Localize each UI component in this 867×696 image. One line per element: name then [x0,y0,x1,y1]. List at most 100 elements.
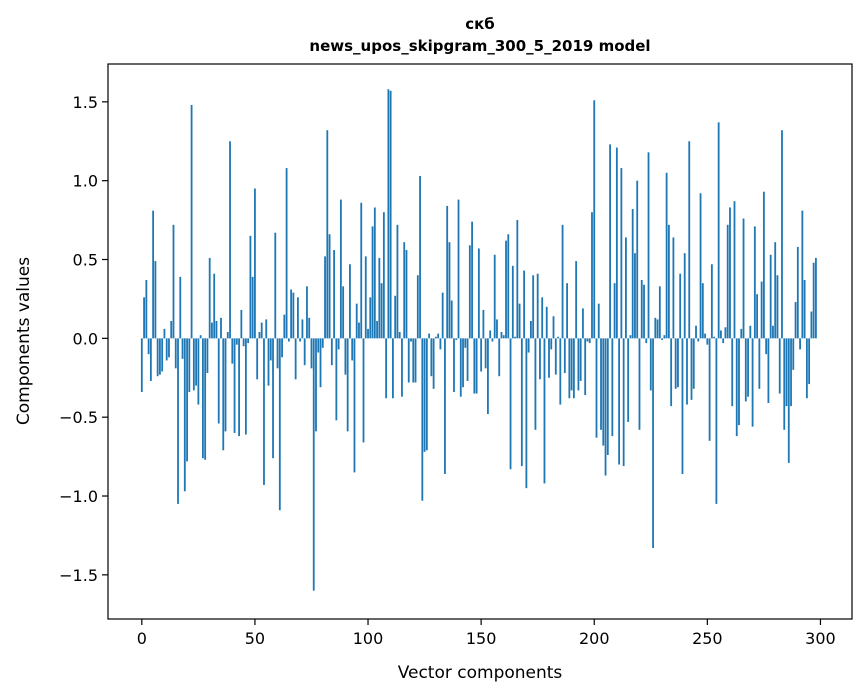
bar-67 [292,292,295,339]
bar-158 [498,338,501,377]
bar-260 [729,207,731,339]
bar-111 [392,338,394,399]
bar-149 [477,248,480,339]
bar-27 [201,338,204,459]
bar-243 [690,338,693,400]
bar-204 [602,338,605,446]
y-tick-label: −0.5 [59,408,98,427]
bar-75 [310,338,313,369]
x-tick-label: 50 [245,629,265,648]
bar-83 [328,234,331,339]
bar-122 [416,275,419,339]
bar-55 [265,319,268,339]
bar-167 [518,303,521,339]
bar-257 [722,338,725,344]
bar-262 [733,201,736,339]
bar-26 [199,335,202,339]
bar-64 [285,168,288,339]
bar-0 [140,338,143,392]
bar-69 [297,297,299,339]
bar-36 [222,338,225,451]
bar-90 [344,338,347,375]
bar-1 [143,297,145,339]
bar-123 [419,175,421,339]
bar-58 [272,338,274,459]
bar-21 [188,338,191,392]
bar-198 [588,338,591,344]
bar-series [140,89,817,591]
bar-251 [708,338,711,441]
bar-19 [183,338,186,492]
bar-33 [215,321,218,339]
bar-4 [149,338,152,381]
bar-35 [220,317,222,339]
bar-100 [367,328,369,339]
bar-99 [364,256,367,339]
y-tick-label: 1.5 [73,93,98,112]
bar-145 [468,245,471,339]
bar-11 [165,338,168,361]
bar-150 [480,338,483,372]
bar-213 [622,338,625,467]
bar-292 [801,210,804,339]
bar-277 [767,338,770,403]
bar-168 [520,338,523,467]
bar-297 [812,262,815,339]
bar-105 [378,257,381,339]
bar-63 [283,314,286,339]
bar-187 [563,338,566,374]
bar-283 [781,130,783,339]
bar-281 [776,275,779,339]
bar-258 [724,327,727,339]
bar-34 [217,338,220,424]
bar-89 [342,286,345,339]
bar-284 [783,338,786,430]
bar-135 [446,205,449,339]
bar-160 [502,335,505,339]
bar-278 [769,254,772,339]
bar-220 [638,338,641,430]
bar-170 [525,338,528,489]
bar-276 [765,338,768,355]
bar-250 [706,338,709,345]
bar-193 [577,338,580,391]
bar-117 [405,250,408,339]
bar-182 [552,316,555,339]
bar-154 [489,330,492,339]
bar-230 [661,338,663,340]
bar-186 [561,224,564,339]
bar-181 [550,338,553,350]
bar-202 [597,303,600,339]
bar-290 [796,246,799,339]
bar-272 [756,294,759,339]
bar-287 [790,338,792,407]
bar-173 [532,275,535,339]
bar-9 [161,338,164,372]
bar-244 [692,338,695,389]
bar-196 [584,338,587,396]
bar-148 [475,338,478,394]
bar-80 [321,338,324,348]
bar-212 [620,168,623,339]
x-tick-label: 300 [805,629,836,648]
bar-104 [376,321,378,339]
bar-40 [231,338,234,364]
bar-8 [159,338,161,375]
bar-96 [358,322,360,339]
bar-245 [695,325,697,339]
bar-91 [346,338,349,432]
bar-38 [226,332,229,339]
bar-221 [640,280,643,339]
bar-22 [190,104,193,339]
x-tick-label: 0 [137,629,147,648]
bar-84 [330,338,333,366]
bar-72 [303,338,306,366]
bar-231 [663,335,666,339]
bar-190 [570,338,573,391]
bar-234 [670,338,673,407]
bar-6 [154,261,157,339]
bar-162 [507,234,510,339]
bar-108 [385,338,388,399]
bar-59 [274,232,277,339]
bar-249 [704,333,706,339]
